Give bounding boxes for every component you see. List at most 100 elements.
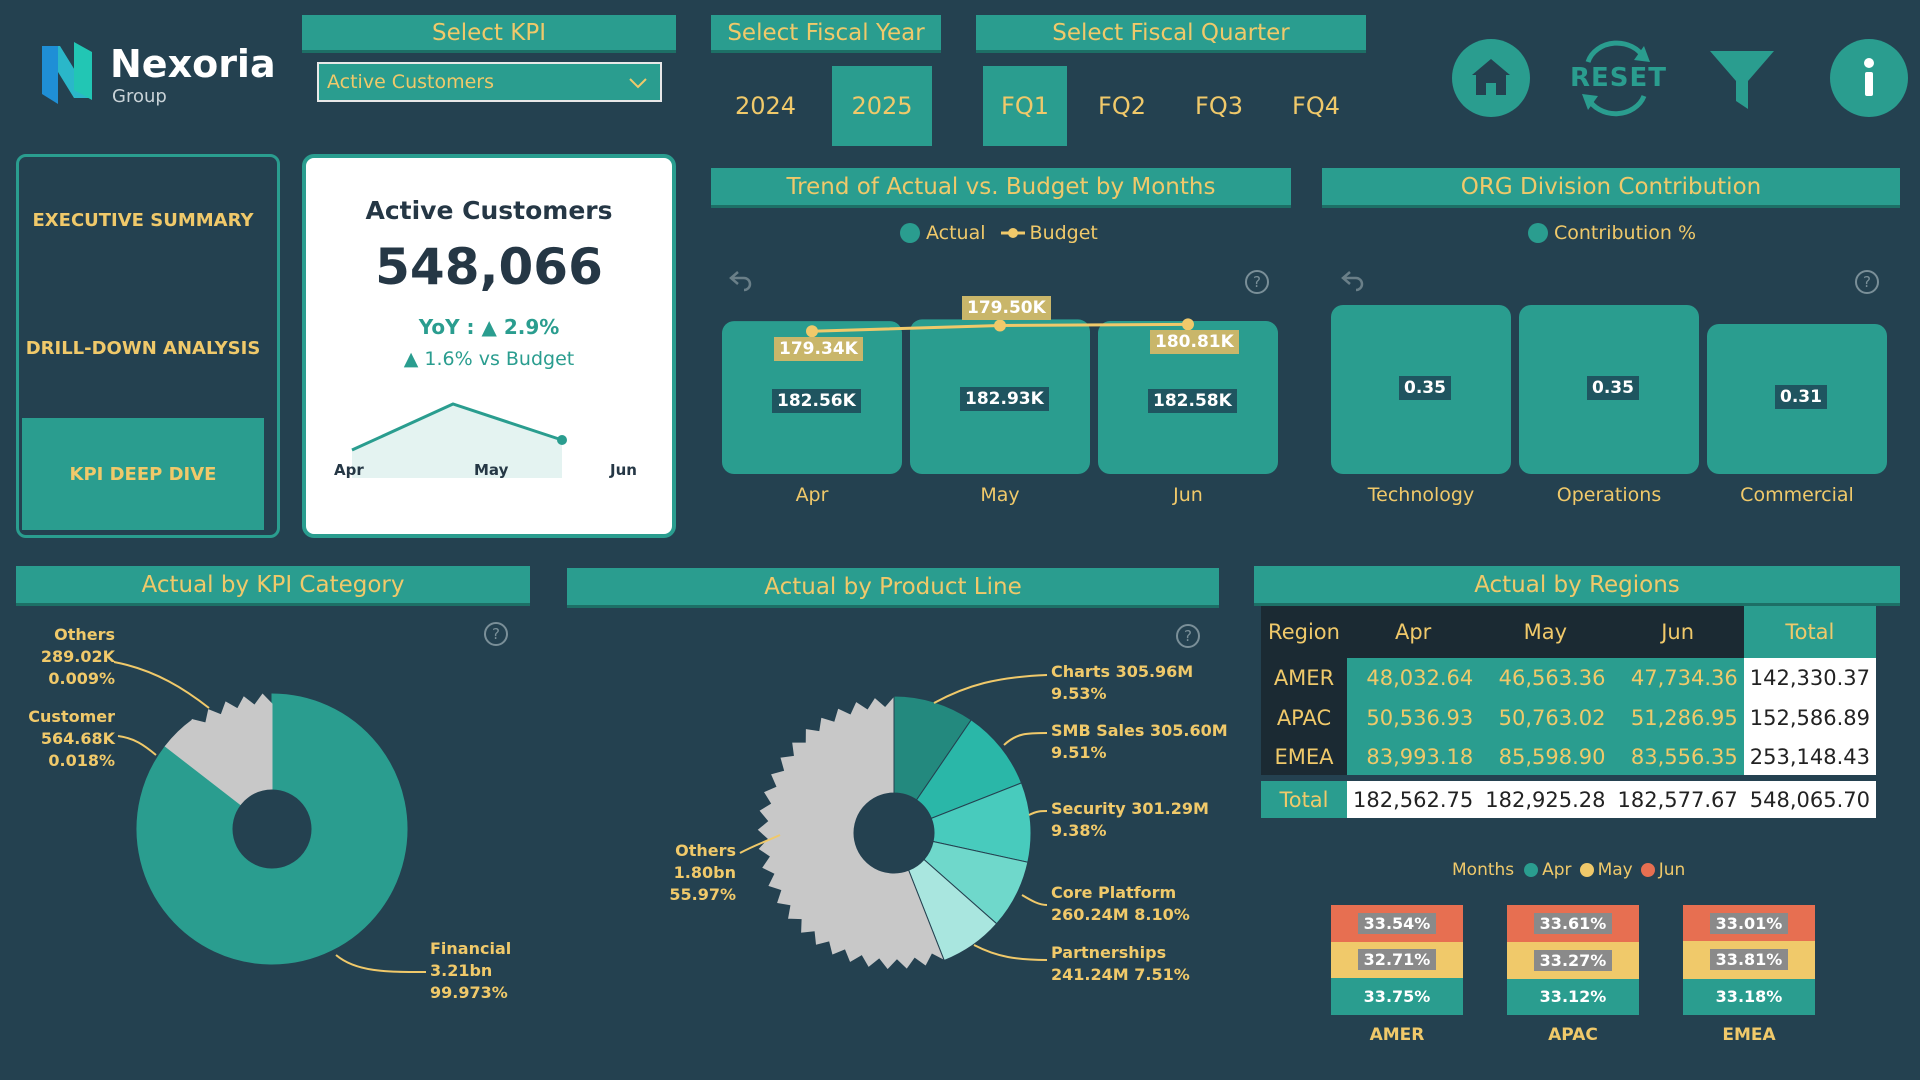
prod-label-charts: Charts 305.96M 9.53% (1051, 661, 1193, 705)
stack-segment-jun[interactable]: 33.01% (1683, 905, 1815, 942)
stacked-region-chart: 33.75% 32.71% 33.54% AMER 33.12% 33.27% 33.61%… (1300, 900, 1900, 1060)
quarter-option-fq2[interactable]: FQ2 (1098, 92, 1146, 120)
budget-point[interactable] (1182, 318, 1194, 331)
kpi-card-yoy: YoY : ▲ 2.9% (418, 315, 560, 339)
region-value-cell: 83,556.35 (1611, 738, 1744, 778)
stack-column[interactable]: 33.12% 33.27% 33.61% (1507, 905, 1639, 1015)
stack-segment-jun[interactable]: 33.61% (1507, 905, 1639, 942)
budget-point[interactable] (806, 325, 818, 338)
legend-budget-label: Budget (1029, 222, 1098, 244)
stack-segment-apr[interactable]: 33.75% (1331, 977, 1463, 1015)
quarter-option-fq4[interactable]: FQ4 (1292, 92, 1340, 120)
stack-segment-apr[interactable]: 33.18% (1683, 978, 1815, 1015)
back-arrow-icon[interactable] (728, 268, 754, 292)
stack-x-label: AMER (1369, 1025, 1425, 1045)
quarter-option-fq3[interactable]: FQ3 (1195, 92, 1243, 120)
year-option-2024[interactable]: 2024 (734, 92, 797, 120)
region-value-cell: 142,330.37 (1743, 658, 1876, 698)
nav-drill-down-analysis[interactable]: DRILL-DOWN ANALYSIS (25, 337, 261, 359)
total-row-apr: 182,562.75 (1347, 775, 1480, 818)
help-icon[interactable]: ? (484, 622, 508, 646)
stack-segment-label: 33.12% (1539, 987, 1607, 1007)
others-slice[interactable] (191, 693, 273, 798)
stack-segment-label: 33.75% (1363, 986, 1431, 1006)
region-value-cell: 85,598.90 (1479, 738, 1612, 778)
region-value-cell: 51,286.95 (1611, 698, 1744, 738)
stack-segment-may[interactable]: 32.71% (1331, 941, 1463, 978)
product-leader-line (1028, 810, 1048, 816)
back-arrow-icon[interactable] (1340, 268, 1366, 292)
prod-label-others: Others 1.80bn 55.97% (614, 840, 736, 906)
legend-actual-label: Actual (926, 222, 986, 244)
kpi-card-value: 548,066 (375, 238, 603, 296)
help-icon[interactable]: ? (1176, 624, 1200, 648)
kpi-cat-label-others: Others 289.02K 0.009% (40, 624, 115, 690)
stack-x-label: APAC (1548, 1025, 1598, 1045)
product-leader-line (1003, 732, 1048, 746)
info-button[interactable] (1830, 39, 1908, 117)
org-x-label: Commercial (1740, 484, 1854, 506)
kpi-card-vs-budget: ▲ 1.6% vs Budget (403, 348, 575, 370)
prod-label-security: Security 301.29M 9.38% (1051, 798, 1209, 842)
filter-button[interactable] (1707, 45, 1777, 115)
year-option-2025[interactable]: 2025 (832, 66, 932, 146)
stack-segment-may[interactable]: 33.81% (1683, 941, 1815, 979)
kpi-dropdown[interactable]: Active Customers (317, 62, 662, 102)
prod-label-smb-sales: SMB Sales 305.60M 9.51% (1051, 720, 1228, 764)
actual-bar-label: 182.58K (1148, 389, 1237, 414)
trend-chart-title: Trend of Actual vs. Budget by Months (711, 168, 1291, 208)
kpi-cat-label-financial: Financial 3.21bn 99.973% (430, 938, 511, 1004)
stack-segment-jun[interactable]: 33.54% (1331, 905, 1463, 942)
kpi-cat-label-customer: Customer 564.68K 0.018% (20, 706, 115, 772)
stack-segment-label: 33.54% (1357, 912, 1437, 934)
kpi-category-donut (113, 661, 427, 973)
stack-column[interactable]: 33.18% 33.81% 33.01% (1683, 905, 1815, 1015)
legend-jun-label: Jun (1658, 860, 1686, 880)
help-icon[interactable]: ? (1245, 270, 1269, 294)
col-header-region: Region (1261, 606, 1347, 658)
region-value-cell: 47,734.36 (1611, 658, 1744, 698)
region-value-cell: 48,032.64 (1347, 658, 1480, 698)
financial-slice[interactable] (136, 693, 408, 965)
kpi-cat-others-pct: 0.009% (48, 669, 115, 688)
quarter-option-fq1[interactable]: FQ1 (983, 66, 1067, 146)
stack-legend: Months Apr May Jun (1452, 860, 1685, 880)
region-name-cell: APAC (1261, 698, 1347, 738)
kpi-cat-financial-pct: 99.973% (430, 983, 508, 1002)
prod-label-partnerships: Partnerships 241.24M 7.51% (1051, 942, 1190, 986)
legend-may-swatch (1579, 863, 1594, 877)
org-bar-label: 0.35 (1399, 375, 1451, 400)
kpi-dropdown-value: Active Customers (327, 71, 495, 93)
prod-partnerships-pct: 241.24M 7.51% (1051, 965, 1190, 984)
org-chart-plot: 0.35 Technology 0.35 Operations 0.31 Commerci… (1322, 260, 1900, 510)
product-slice[interactable] (756, 694, 946, 971)
quarter-slicer-title: Select Fiscal Quarter (976, 15, 1366, 53)
sparkline-area (352, 404, 562, 478)
stack-segment-may[interactable]: 33.27% (1507, 941, 1639, 979)
kpi-cat-customer-pct: 0.018% (48, 751, 115, 770)
stack-legend-title: Months (1452, 860, 1515, 880)
prod-label-core-platform: Core Platform 260.24M 8.10% (1051, 882, 1190, 926)
nav-executive-summary[interactable]: EXECUTIVE SUMMARY (32, 209, 254, 231)
nav-kpi-deep-dive[interactable]: KPI DEEP DIVE (22, 418, 264, 530)
total-row-may: 182,925.28 (1479, 775, 1612, 818)
trend-legend: Actual Budget (900, 222, 1098, 244)
regions-title: Actual by Regions (1254, 566, 1900, 606)
stack-column[interactable]: 33.75% 32.71% 33.54% (1331, 905, 1463, 1015)
brand-sub: Group (112, 86, 167, 107)
leader-line-financial (335, 954, 427, 973)
reset-label: RESET (1570, 63, 1668, 93)
stack-segment-apr[interactable]: 33.12% (1507, 978, 1639, 1015)
trend-x-label: Jun (1173, 484, 1203, 506)
help-icon[interactable]: ? (1855, 270, 1879, 294)
leader-line-others (113, 661, 210, 709)
regions-table: Region Apr May Jun Total AMER 48,032.64 46… (1261, 606, 1876, 818)
kpi-card: Active Customers 548,066 YoY : ▲ 2.9% ▲ … (302, 154, 676, 538)
leader-line-customer (117, 735, 157, 756)
reset-button[interactable]: RESET (1570, 36, 1668, 120)
product-leader-line (933, 674, 1048, 704)
home-button[interactable] (1452, 39, 1530, 117)
org-bar-label: 0.35 (1587, 375, 1639, 400)
budget-point[interactable] (994, 319, 1006, 332)
trend-chart-labels: 182.56K Apr 182.93K May 182.58K Jun 179.34K 179… (711, 260, 1291, 510)
